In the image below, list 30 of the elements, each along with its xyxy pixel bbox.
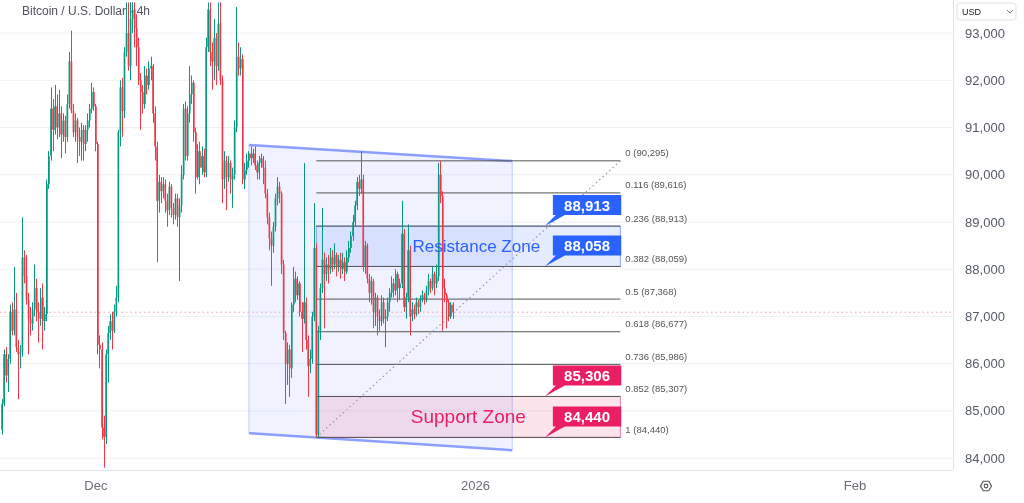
chart-title: Bitcoin / U.S. Dollar · 4h xyxy=(22,4,151,18)
y-tick-label: 84,000 xyxy=(965,450,1005,466)
series-label: 0.382 (88,059) xyxy=(625,252,688,264)
y-tick-label: 87,000 xyxy=(965,308,1005,324)
x-tick-label: Feb xyxy=(843,477,867,493)
series-label: 0.5 (87,368) xyxy=(625,285,677,297)
y-tick-label: 88,000 xyxy=(965,261,1005,277)
y-tick-label: 90,000 xyxy=(965,167,1005,183)
annotation: 88,913 xyxy=(564,196,611,214)
y-tick-label: 85,000 xyxy=(965,403,1005,419)
band-label: Support Zone xyxy=(410,406,526,428)
series-label: 0.116 (89,616) xyxy=(625,179,687,191)
series-label: 0.852 (85,307) xyxy=(625,382,688,394)
candlestick xyxy=(148,60,150,91)
series-label: 0 (90,295) xyxy=(625,147,669,159)
y-tick-label: 93,000 xyxy=(965,25,1005,41)
series-label: 1 (84,440) xyxy=(625,423,669,435)
y-tick-label: 91,000 xyxy=(965,120,1005,136)
y-tick-label: 89,000 xyxy=(965,214,1005,230)
x-tick-label: 2026 xyxy=(461,477,490,493)
annotation: 88,058 xyxy=(564,237,611,255)
x-tick-label: Dec xyxy=(84,477,108,493)
annotation: 84,440 xyxy=(564,407,611,425)
y-axis-title: USD xyxy=(962,6,982,17)
y-tick-label: 86,000 xyxy=(965,356,1005,372)
series-label: 0.618 (86,677) xyxy=(625,318,688,330)
series-label: 0.236 (88,913) xyxy=(625,212,688,224)
annotation: 85,306 xyxy=(564,367,611,384)
y-tick-label: 92,000 xyxy=(965,72,1005,88)
series-label: 0.736 (85,986) xyxy=(625,350,688,362)
